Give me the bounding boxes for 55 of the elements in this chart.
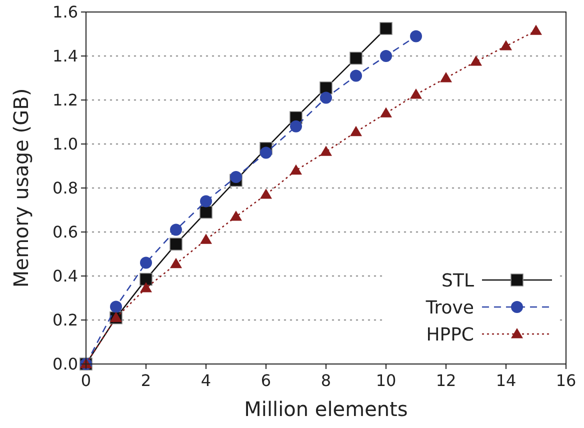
point — [350, 126, 362, 136]
point — [320, 92, 332, 104]
y-tick-label: 0.8 — [52, 178, 78, 198]
point — [110, 300, 122, 313]
y-axis-title: Memory usage (GB) — [9, 88, 33, 288]
x-axis-title: Million elements — [244, 397, 408, 421]
point — [170, 238, 182, 250]
point — [170, 224, 182, 236]
point — [260, 146, 272, 159]
point — [350, 70, 362, 82]
x-tick-label: 4 — [200, 371, 212, 390]
point — [140, 272, 152, 286]
point — [110, 312, 122, 322]
y-tick-label: 1.4 — [52, 46, 78, 66]
point — [530, 24, 542, 35]
y-tick-label: 0.0 — [52, 354, 78, 374]
x-tick-label: 6 — [260, 371, 272, 390]
y-tick-label: 0.4 — [52, 266, 78, 286]
y-tick-label: 0.2 — [52, 310, 78, 330]
point — [290, 164, 302, 175]
legend-label: HPPC — [426, 324, 474, 346]
point — [380, 22, 392, 35]
point — [290, 120, 302, 132]
point — [200, 206, 212, 219]
point — [140, 282, 152, 292]
x-tick-label: 2 — [140, 371, 152, 390]
point — [410, 30, 422, 42]
x-tick-label: 14 — [496, 371, 516, 390]
point — [230, 210, 242, 221]
point — [260, 188, 272, 199]
x-tick-label: 12 — [436, 371, 456, 390]
point — [230, 171, 242, 183]
point — [500, 40, 512, 50]
point — [320, 146, 332, 156]
point — [170, 258, 182, 268]
point — [380, 107, 392, 118]
point — [320, 82, 332, 94]
point — [380, 50, 392, 62]
point — [440, 72, 452, 82]
point — [470, 56, 482, 66]
y-tick-label: 0.6 — [52, 222, 78, 242]
x-tick-label: 0 — [80, 371, 92, 390]
legend-label: STL — [442, 270, 474, 292]
point — [140, 256, 152, 269]
point — [200, 234, 212, 244]
x-tick-label: 16 — [556, 371, 576, 390]
point — [410, 88, 422, 99]
y-tick-label: 1.0 — [52, 134, 78, 154]
legend-label: Trove — [424, 297, 474, 318]
point — [200, 195, 212, 208]
y-tick-label: 1.6 — [52, 2, 78, 22]
x-tick-label: 10 — [376, 371, 396, 390]
point — [350, 52, 362, 65]
x-tick-label: 8 — [320, 371, 332, 390]
y-tick-label: 1.2 — [52, 90, 78, 110]
